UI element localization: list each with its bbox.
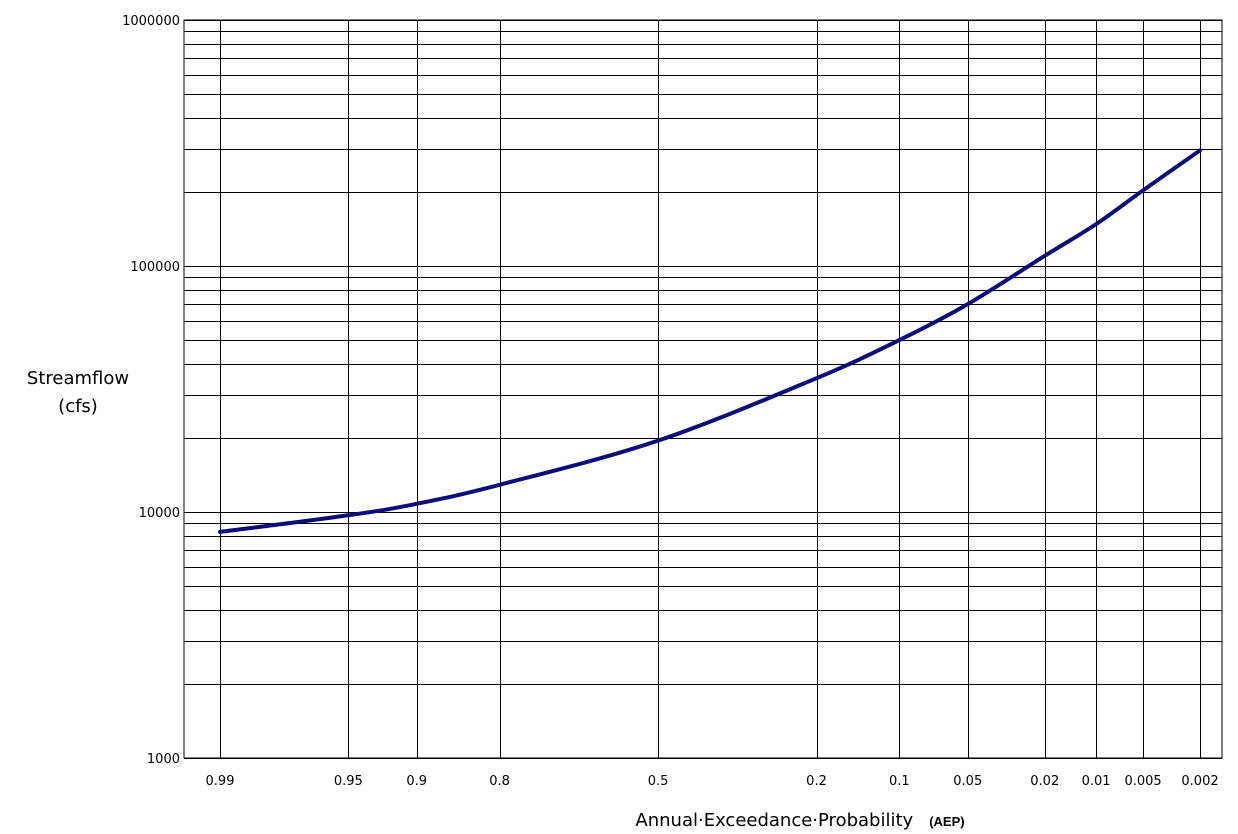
plot-frame: [183, 19, 1223, 759]
x-tick-label: 0.005: [1124, 774, 1161, 789]
y-tick-label: 1000000: [122, 14, 180, 29]
x-tick-label: 0.95: [334, 774, 363, 789]
x-tick-label: 0.1: [889, 774, 910, 789]
grid-lines: [184, 20, 1222, 759]
x-axis-label-main: Annual·Exceedance·Probability: [635, 810, 913, 831]
y-tick-label: 1000: [147, 752, 180, 767]
y-tick-label: 10000: [139, 506, 180, 521]
x-tick-label: 0.002: [1181, 774, 1218, 789]
y-tick-labels: 1000 10000 100000 1000000: [122, 14, 180, 767]
x-tick-label: 0.5: [648, 774, 669, 789]
x-tick-label: 0.05: [953, 774, 982, 789]
x-tick-label: 0.9: [406, 774, 427, 789]
x-tick-label: 0.2: [806, 774, 827, 789]
series-layer: [218, 148, 1202, 534]
x-tick-label: 0.01: [1082, 774, 1111, 789]
y-axis-label-line1: Streamflow: [27, 368, 129, 389]
y-tick-label: 100000: [130, 260, 180, 275]
x-tick-labels: 0.99 0.95 0.9 0.8 0.5 0.2 0.1 0.05 0.02 0.01 0.005…: [206, 774, 1219, 789]
x-axis-label: Annual·Exceedance·Probability (AEP): [635, 810, 964, 831]
y-axis-label-line2: (cfs): [58, 396, 98, 417]
x-tick-label: 0.99: [206, 774, 235, 789]
x-axis-label-abbr: (AEP): [929, 814, 964, 829]
x-tick-label: 0.02: [1030, 774, 1059, 789]
x-tick-label: 0.8: [489, 774, 510, 789]
streamflow-frequency-curve: [218, 148, 1202, 534]
